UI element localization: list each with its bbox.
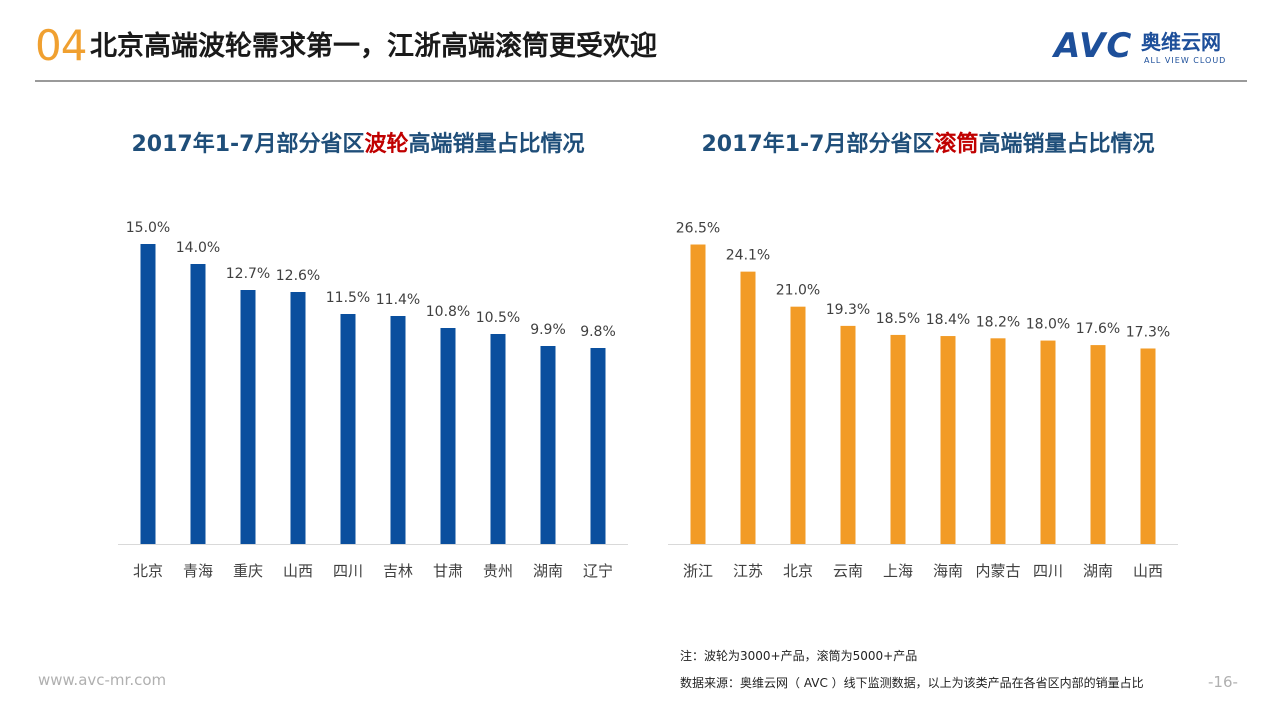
bar-right-4 xyxy=(890,334,906,544)
category-label-left-6: 甘肃 xyxy=(433,562,463,580)
category-label-right-5: 海南 xyxy=(933,562,963,580)
slide-number: 04 xyxy=(35,21,87,70)
bar-right-2 xyxy=(790,306,806,544)
data-label-right-8: 17.6% xyxy=(1076,321,1120,337)
bar-left-6 xyxy=(440,328,456,544)
category-label-right-6: 内蒙古 xyxy=(975,562,1020,580)
category-label-left-9: 辽宁 xyxy=(583,562,613,580)
bar-left-9 xyxy=(590,348,606,544)
logo-en-text: ALL VIEW CLOUD xyxy=(1144,56,1227,65)
footnote-source: 数据来源：奥维云网（ AVC ）线下监测数据，以上为该类产品在各省区内部的销量占… xyxy=(680,676,1144,690)
category-label-left-4: 四川 xyxy=(333,562,363,580)
chart-right: 26.5% 浙江 24.1% 江苏 21.0% 北京 19.3% 云南 18.5% 上海 18.4%… xyxy=(668,221,1178,580)
bar-right-3 xyxy=(840,325,856,544)
category-label-left-2: 重庆 xyxy=(233,562,263,580)
footnote-note: 注：波轮为3000+产品，滚筒为5000+产品 xyxy=(680,649,918,663)
avc-logo: AVC 奥维云网 ALL VIEW CLOUD xyxy=(1054,28,1254,70)
data-label-right-9: 17.3% xyxy=(1126,324,1170,340)
bar-left-0 xyxy=(140,244,156,544)
bar-left-7 xyxy=(490,334,506,544)
bar-right-1 xyxy=(740,271,756,544)
bar-left-3 xyxy=(290,292,306,544)
bar-right-7 xyxy=(1040,340,1056,544)
chart-title-left-highlight: 波轮 xyxy=(364,132,409,157)
chart-title-left-prefix: 2017年1-7月部分省区 xyxy=(131,132,365,157)
data-label-right-3: 19.3% xyxy=(826,302,870,318)
chart-title-right: 2017年1-7月部分省区滚筒高端销量占比情况 xyxy=(650,128,1206,162)
chart-title-left-suffix: 高端销量占比情况 xyxy=(408,132,585,157)
category-label-right-7: 四川 xyxy=(1033,562,1063,580)
chart-title-right-prefix: 2017年1-7月部分省区 xyxy=(701,132,935,157)
category-label-right-9: 山西 xyxy=(1133,562,1163,580)
data-label-left-4: 11.5% xyxy=(326,290,370,306)
category-label-right-1: 江苏 xyxy=(733,562,763,580)
category-label-left-7: 贵州 xyxy=(483,562,513,580)
bar-right-9 xyxy=(1140,348,1156,544)
data-label-left-9: 9.8% xyxy=(580,324,616,340)
data-label-left-8: 9.9% xyxy=(530,322,566,338)
category-label-right-3: 云南 xyxy=(833,562,863,580)
data-label-left-1: 14.0% xyxy=(176,240,220,256)
data-label-right-1: 24.1% xyxy=(726,248,770,264)
category-label-left-3: 山西 xyxy=(283,562,313,580)
header-divider xyxy=(35,80,1247,82)
category-label-left-1: 青海 xyxy=(183,562,213,580)
data-label-right-0: 26.5% xyxy=(676,221,720,237)
data-label-right-2: 21.0% xyxy=(776,283,820,299)
data-label-right-6: 18.2% xyxy=(976,314,1020,330)
category-label-right-4: 上海 xyxy=(883,562,913,580)
category-label-left-8: 湖南 xyxy=(533,562,563,580)
page-number: -16- xyxy=(1208,673,1238,691)
data-label-right-7: 18.0% xyxy=(1026,317,1070,333)
category-label-right-2: 北京 xyxy=(783,562,813,580)
data-label-right-5: 18.4% xyxy=(926,312,970,328)
bar-left-5 xyxy=(390,316,406,544)
chart-title-right-suffix: 高端销量占比情况 xyxy=(978,132,1155,157)
chart-title-left: 2017年1-7月部分省区波轮高端销量占比情况 xyxy=(80,128,636,162)
bar-left-1 xyxy=(190,264,206,544)
data-label-right-4: 18.5% xyxy=(876,311,920,327)
bar-left-4 xyxy=(340,314,356,544)
data-label-left-2: 12.7% xyxy=(226,266,270,282)
data-label-left-5: 11.4% xyxy=(376,292,420,308)
slide-title: 北京高端波轮需求第一，江浙高端滚筒更受欢迎 xyxy=(90,31,657,62)
bar-right-5 xyxy=(940,336,956,544)
website-url: www.avc-mr.com xyxy=(38,671,167,689)
bar-left-2 xyxy=(240,290,256,544)
header: 04 北京高端波轮需求第一，江浙高端滚筒更受欢迎 AVC 奥维云网 ALL VI… xyxy=(0,0,1280,100)
bar-right-8 xyxy=(1090,345,1106,544)
category-label-left-0: 北京 xyxy=(133,562,163,580)
bar-left-8 xyxy=(540,346,556,544)
data-label-left-0: 15.0% xyxy=(126,220,170,236)
bar-right-6 xyxy=(990,338,1006,544)
category-label-right-0: 浙江 xyxy=(683,562,713,580)
logo-cn-text: 奥维云网 xyxy=(1141,30,1221,54)
data-label-left-3: 12.6% xyxy=(276,268,320,284)
data-label-left-6: 10.8% xyxy=(426,304,470,320)
logo-avc-text: AVC xyxy=(1054,26,1133,66)
bar-right-0 xyxy=(690,244,706,544)
chart-left: 15.0% 北京 14.0% 青海 12.7% 重庆 12.6% 山西 11.5% 四川 11.4%… xyxy=(118,220,628,580)
chart-title-right-highlight: 滚筒 xyxy=(934,132,979,157)
data-label-left-7: 10.5% xyxy=(476,310,520,326)
category-label-right-8: 湖南 xyxy=(1083,562,1113,580)
category-label-left-5: 吉林 xyxy=(383,562,413,580)
